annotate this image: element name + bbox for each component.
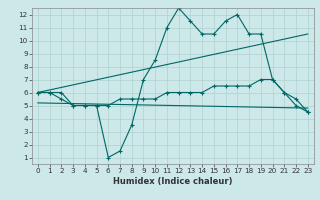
X-axis label: Humidex (Indice chaleur): Humidex (Indice chaleur) <box>113 177 233 186</box>
